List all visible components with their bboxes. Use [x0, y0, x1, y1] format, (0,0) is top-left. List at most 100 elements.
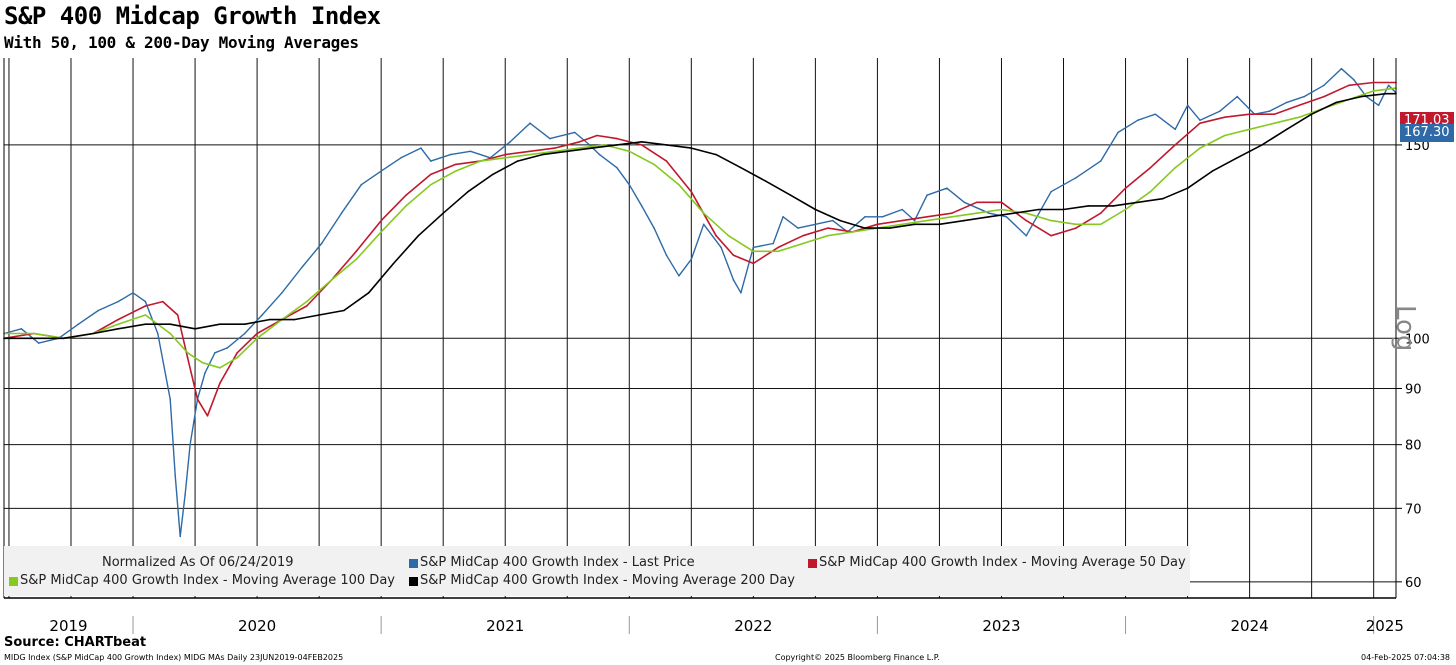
- series-1-point: [340, 212, 343, 214]
- legend-normalized-note: Normalized As Of 06/24/2019: [102, 555, 294, 570]
- x-tick-label: 2025: [1366, 617, 1404, 635]
- series-2-point: [802, 234, 804, 237]
- series-2-point: [827, 227, 829, 229]
- series-2-point: [176, 314, 179, 316]
- series-1-point: [1117, 131, 1119, 134]
- series-4-point: [1261, 144, 1263, 146]
- series-1-point: [588, 144, 591, 146]
- series-1-point: [772, 242, 774, 245]
- series-3-point: [727, 234, 730, 237]
- x-tick-label: 2021: [486, 617, 524, 635]
- series-4-point: [740, 166, 742, 169]
- series-4-point: [169, 323, 171, 326]
- series-1-point: [913, 219, 916, 222]
- series-4-point: [92, 332, 95, 335]
- chart-title: S&P 400 Midcap Growth Index: [4, 2, 381, 30]
- series-2-point: [665, 160, 668, 162]
- source-note: Source: CHARTbeat: [4, 635, 147, 650]
- series-2-point: [504, 153, 507, 156]
- series-3-point: [603, 144, 606, 146]
- series-1-point: [946, 187, 948, 189]
- series-1-point: [1050, 190, 1052, 193]
- x-tick-label: 2024: [1231, 617, 1269, 635]
- series-3-point: [504, 157, 507, 159]
- series-4-point: [442, 212, 445, 214]
- series-3-point: [628, 150, 631, 153]
- series-3-point: [1075, 223, 1077, 226]
- series-1-point: [1154, 113, 1157, 115]
- vertical-gridlines: [8, 58, 1375, 598]
- y-tick-label: 80: [1405, 439, 1422, 454]
- series-1-point: [97, 309, 100, 312]
- series-1-point: [169, 398, 171, 401]
- series-2-point: [690, 190, 693, 193]
- legend-label-ma50: S&P MidCap 400 Growth Index - Moving Ave…: [819, 555, 1186, 570]
- series-3-point: [380, 231, 383, 233]
- series-3-point: [851, 231, 854, 233]
- series-1-point: [1353, 78, 1355, 81]
- series-1-point: [573, 131, 576, 134]
- series-1-point: [1075, 177, 1077, 179]
- legend-swatch-ma200: [409, 577, 418, 586]
- series-2-point: [876, 223, 879, 226]
- footer-timestamp: 04-Feb-2025 07:04:38: [1361, 653, 1450, 662]
- series-1-point: [430, 160, 432, 162]
- series-4-point: [765, 180, 767, 182]
- axes: 60 70 80 90 100 150 2019 2020 2021 2022 2023 2024 20…: [3, 58, 1430, 635]
- series-1-point: [1236, 95, 1238, 98]
- series-2-point: [951, 212, 953, 214]
- legend-label-last-price: S&P MidCap 400 Growth Index - Last Price: [420, 555, 695, 570]
- y-tick-label: 70: [1405, 502, 1422, 517]
- series-3-point: [201, 361, 204, 364]
- series-3-point: [117, 323, 119, 326]
- series-4-point: [467, 190, 469, 193]
- log-scale-label: Log: [1390, 305, 1420, 352]
- series-1-point: [1286, 101, 1288, 104]
- series-3-point: [355, 258, 358, 261]
- series-2-point: [236, 352, 238, 354]
- series-2-point: [596, 134, 598, 137]
- series-4-point: [492, 173, 494, 176]
- series-1-point: [1174, 128, 1176, 131]
- series-3-point: [1372, 90, 1375, 92]
- y-tick-label: 60: [1405, 576, 1422, 591]
- series-1-point: [1323, 84, 1325, 87]
- series-1-point: [720, 246, 722, 249]
- series-4-point: [117, 328, 119, 330]
- series-3-point: [219, 367, 221, 369]
- series-4-point: [715, 153, 717, 156]
- footer-copyright: Copyright© 2025 Bloomberg Finance L.P.: [775, 653, 940, 662]
- series-2-point: [640, 144, 643, 146]
- series-1-point: [261, 314, 263, 316]
- series-1-point: [320, 242, 323, 245]
- series-2-point: [529, 150, 531, 153]
- series-1-point: [400, 157, 402, 159]
- series-2-point: [578, 141, 581, 143]
- series-3-point: [752, 250, 755, 253]
- series-1-point: [665, 254, 668, 257]
- chart-subtitle: With 50, 100 & 200-Day Moving Averages: [4, 33, 359, 52]
- series-1-point: [509, 141, 512, 143]
- series-4-point: [938, 223, 941, 226]
- series-1-point: [598, 153, 601, 156]
- series-2-point: [162, 300, 164, 303]
- series-4-point: [318, 314, 320, 316]
- series-2-point: [1273, 113, 1276, 115]
- series-3-point: [578, 147, 581, 149]
- series-1-point: [988, 212, 990, 214]
- series-4-point: [1037, 208, 1040, 211]
- series-4-point: [516, 160, 519, 162]
- series-3-point: [1050, 219, 1052, 222]
- series-1-point: [360, 183, 363, 186]
- series-2-point: [256, 332, 258, 335]
- series-4-point: [1236, 157, 1238, 159]
- series-1-point: [117, 300, 119, 303]
- series-4-point: [243, 323, 246, 326]
- series-1-point: [1005, 216, 1008, 218]
- series-1-point: [640, 205, 643, 207]
- legend-label-ma100: S&P MidCap 400 Growth Index - Moving Ave…: [20, 573, 395, 588]
- series-2-point: [1372, 81, 1375, 84]
- series-4-point: [1087, 205, 1090, 207]
- series-1-point: [549, 137, 551, 140]
- series-2-point: [1099, 212, 1102, 214]
